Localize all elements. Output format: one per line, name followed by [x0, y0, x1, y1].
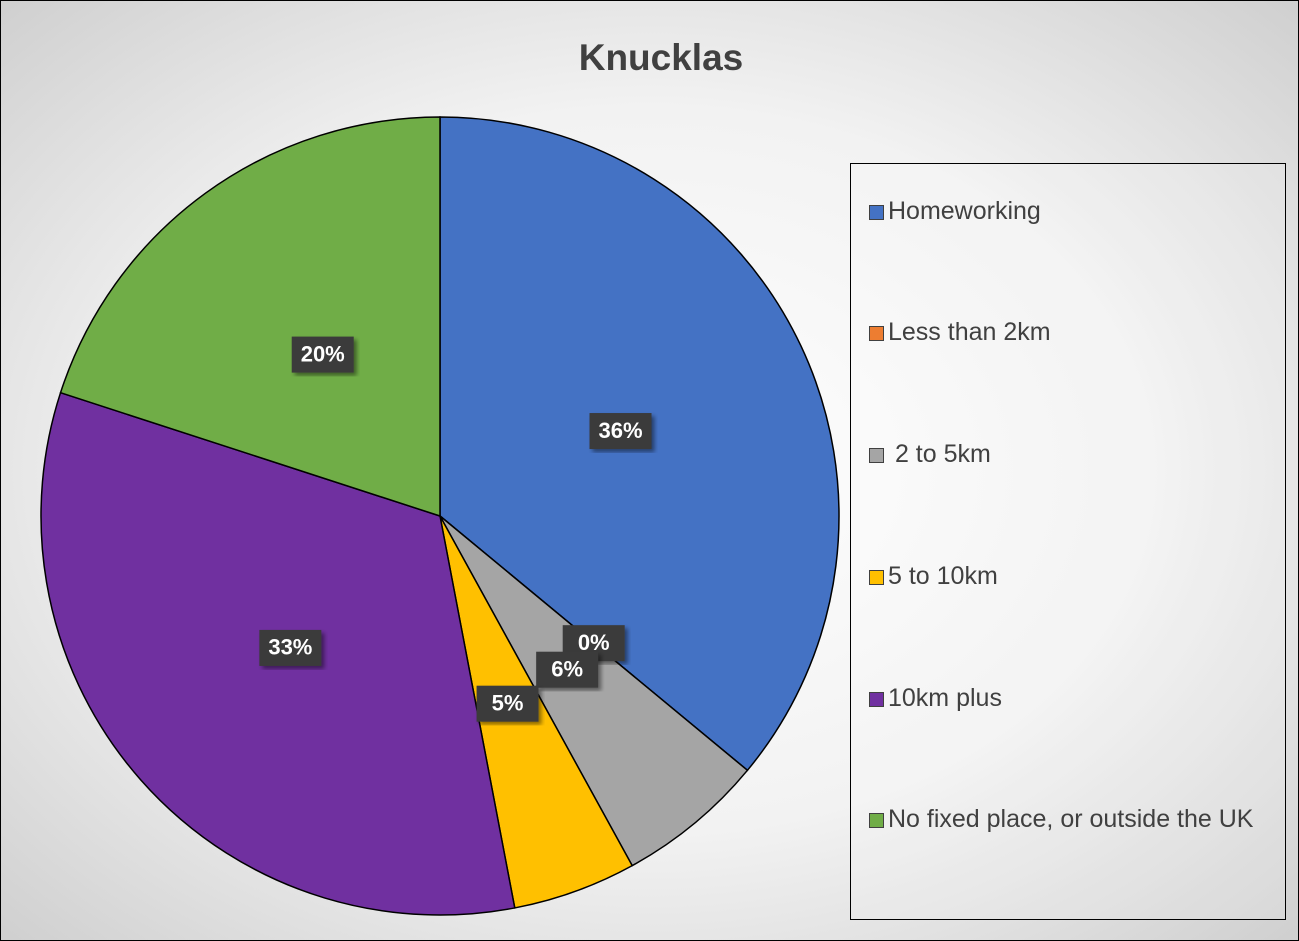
pie-slice: [439, 515, 749, 867]
data-label-text: 6%: [551, 657, 583, 682]
legend-swatch: [869, 448, 884, 463]
legend-label: 5 to 10km: [888, 562, 998, 590]
legend-label: Less than 2km: [888, 318, 1051, 346]
legend-item: 2 to 5km: [869, 439, 1279, 469]
legend-item: No fixed place, or outside the UK: [869, 804, 1279, 834]
legend-swatch: [869, 570, 884, 585]
legend-item: Homeworking: [869, 196, 1279, 226]
label-box: [291, 336, 354, 373]
data-label-text: 5%: [492, 691, 524, 716]
label-box: [589, 413, 652, 450]
data-label: 5%: [476, 685, 539, 722]
pie-slice: [59, 116, 441, 518]
legend-item: 5 to 10km: [869, 561, 1279, 591]
chart-title: Knucklas: [579, 37, 744, 78]
label-box: [259, 629, 322, 666]
data-label: 6%: [536, 651, 599, 688]
data-label: 36%: [589, 413, 652, 450]
legend-label: 2 to 5km: [888, 440, 991, 468]
data-label-text: 0%: [578, 630, 610, 655]
legend-item: 10km plus: [869, 683, 1279, 713]
legend-swatch: [869, 692, 884, 707]
label-box: [476, 685, 539, 722]
legend-swatch: [869, 205, 884, 220]
legend-item: Less than 2km: [869, 317, 1279, 347]
legend-swatch: [869, 813, 884, 828]
data-label-text: 36%: [598, 418, 642, 443]
data-label: 33%: [259, 629, 322, 666]
legend-label: No fixed place, or outside the UK: [888, 805, 1254, 833]
data-label-text: 33%: [268, 635, 312, 660]
data-label: 20%: [291, 336, 354, 373]
legend-label: 10km plus: [888, 684, 1002, 712]
data-label-text: 20%: [301, 341, 345, 366]
legend-label: Homeworking: [888, 197, 1041, 225]
legend-swatch: [869, 326, 884, 341]
legend: Homeworking Less than 2km 2 to 5km 5 to 10…: [850, 163, 1286, 920]
label-box: [536, 651, 599, 688]
